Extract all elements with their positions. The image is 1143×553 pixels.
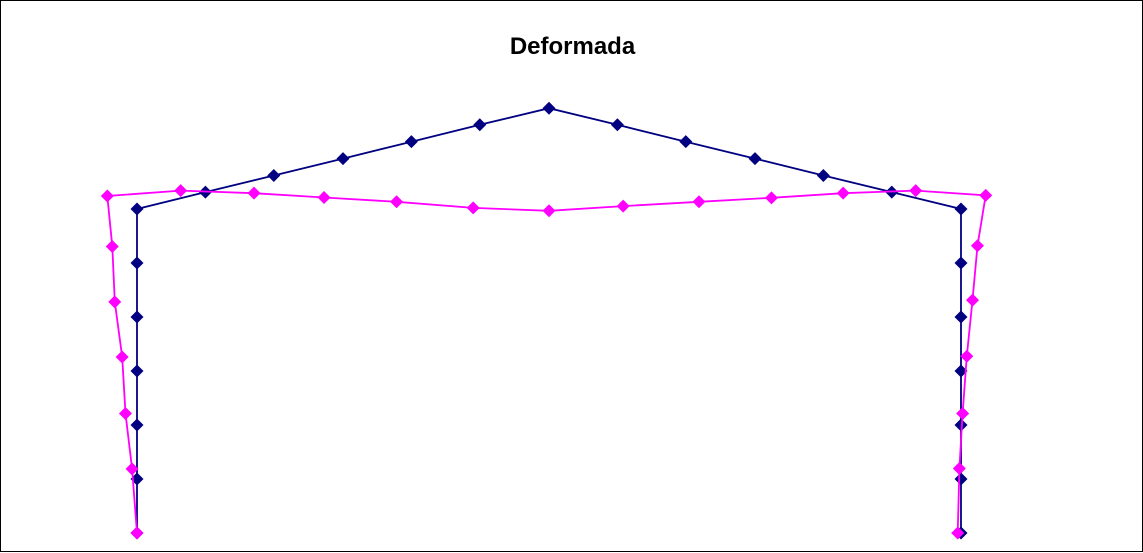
series-1-point-9 [317, 190, 331, 204]
series-1-point-14 [692, 195, 706, 209]
series-0-point-10 [404, 135, 418, 149]
series-1-point-1 [125, 462, 139, 476]
series-1-point-5 [105, 239, 119, 253]
series-0-point-8 [267, 169, 281, 183]
series-0-point-18 [954, 202, 968, 216]
series-1-point-13 [616, 199, 630, 213]
series-0-point-22 [954, 418, 968, 432]
series-0-point-14 [679, 135, 693, 149]
series-0-point-2 [130, 418, 144, 432]
series-1-point-22 [956, 406, 970, 420]
series-0-point-19 [954, 256, 968, 270]
series-1-point-0 [130, 526, 144, 540]
series-1-point-19 [970, 239, 984, 253]
series-0-point-4 [130, 310, 144, 324]
series-1-point-7 [174, 184, 188, 198]
series-1-point-8 [247, 186, 261, 200]
chart-title: Deformada [509, 33, 636, 60]
series-0-point-16 [816, 169, 830, 183]
series-1-point-24 [951, 526, 965, 540]
series-0-point-12 [542, 101, 556, 115]
series-1-point-15 [764, 191, 778, 205]
series-0-point-23 [954, 472, 968, 486]
series-1-point-4 [108, 295, 122, 309]
series-0-point-13 [610, 118, 624, 132]
series-0-line [136, 107, 962, 533]
series-1-point-21 [960, 349, 974, 363]
series-1-point-12 [542, 204, 556, 218]
series-1-point-3 [115, 350, 129, 364]
series-0-point-6 [130, 202, 144, 216]
series-0-point-21 [954, 364, 968, 378]
series-1-point-18 [979, 188, 993, 202]
series-1-point-20 [966, 293, 980, 307]
series-1-point-23 [952, 462, 966, 476]
series-1-point-11 [466, 201, 480, 215]
series-1-point-17 [909, 184, 923, 198]
series-1-point-16 [836, 186, 850, 200]
series-1 [100, 184, 993, 540]
series-1-point-6 [100, 189, 114, 203]
series-0-point-9 [336, 152, 350, 166]
series-0-point-11 [473, 118, 487, 132]
series-0-point-5 [130, 256, 144, 270]
series-1-point-10 [390, 195, 404, 209]
series-1-line [106, 189, 987, 534]
series-0-point-20 [954, 310, 968, 324]
series-0 [130, 101, 968, 540]
series-0-point-15 [748, 152, 762, 166]
series-1-point-2 [118, 406, 132, 420]
series-0-point-3 [130, 364, 144, 378]
